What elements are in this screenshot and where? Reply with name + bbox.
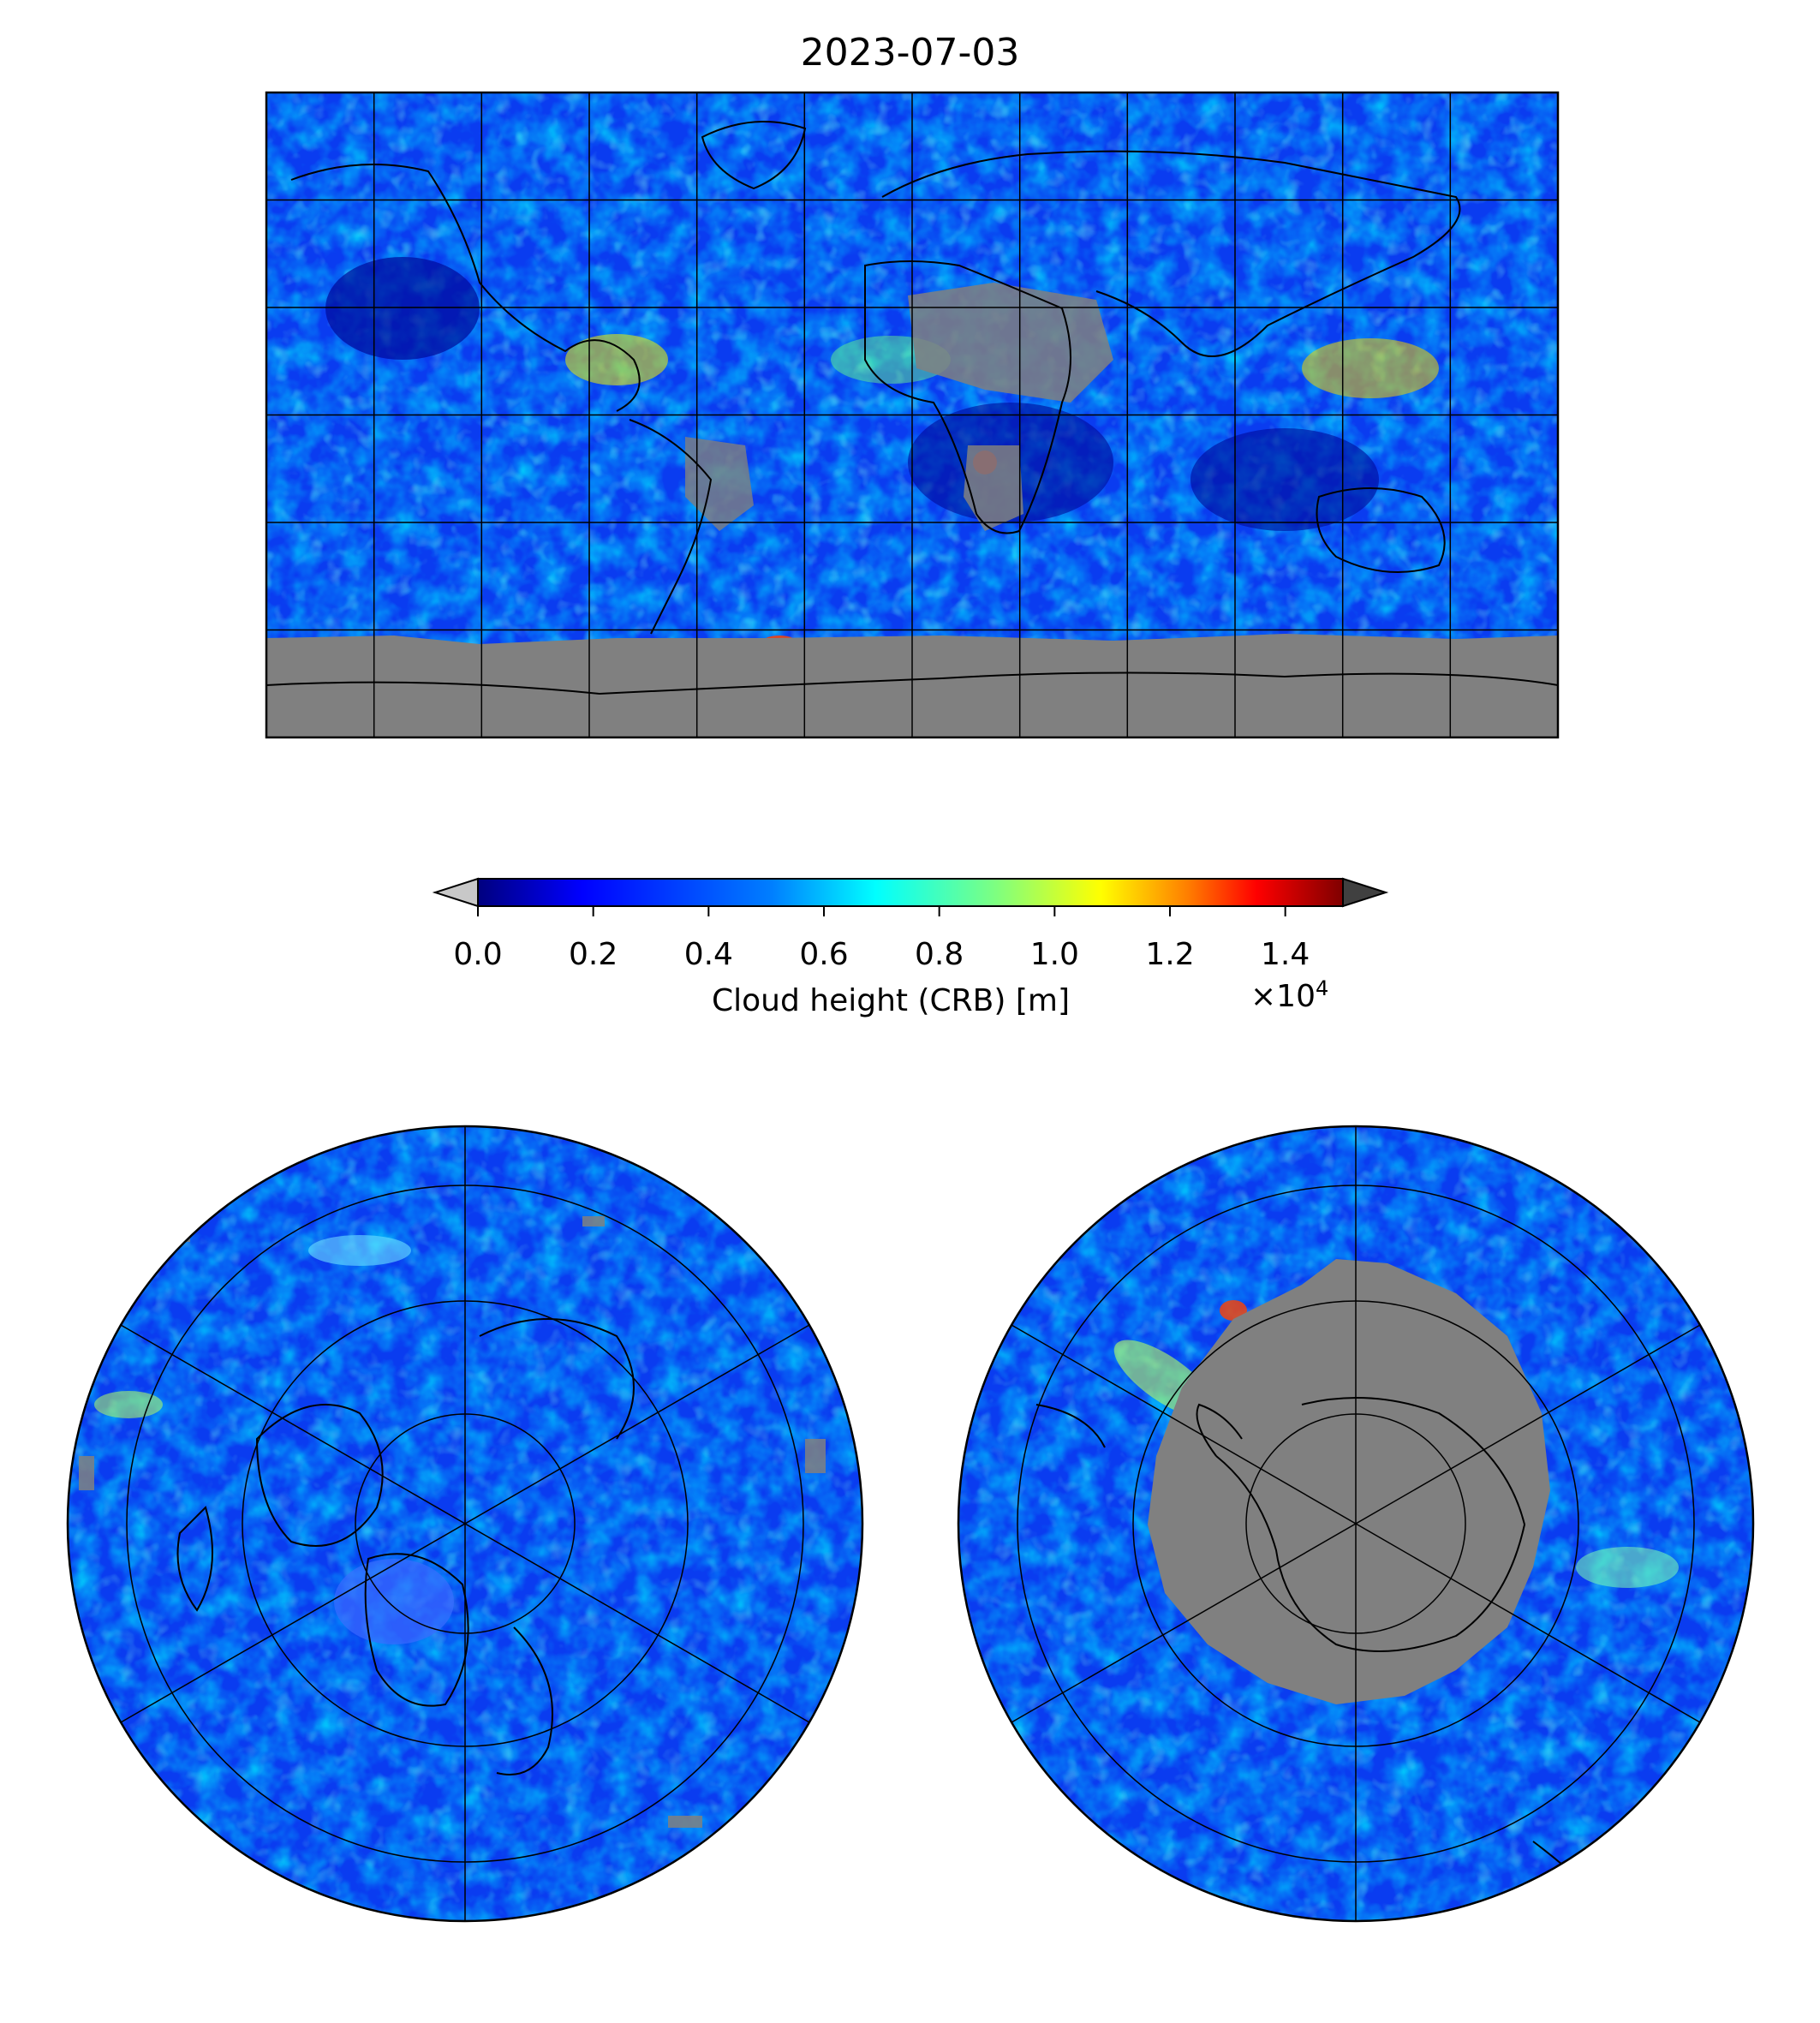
colorbar-tick-label: 1.0 [1029,937,1079,972]
colorbar-frame [477,878,1344,907]
north-polar-coastlines [176,1318,635,1775]
colorbar-gradient [478,879,1343,906]
colorbar-label: Cloud height (CRB) [m] [711,983,1070,1018]
south-polar-graticule [1011,1126,1701,1921]
north-polar-missing-data [79,1216,826,1828]
north-polar-greenland [334,1559,454,1644]
global-map-missing-data [964,445,1023,531]
south-polar-cloud-streak [1576,1547,1679,1588]
colorbar-tick-label: 0.4 [683,937,733,972]
colorbar-tick-label: 0.2 [569,937,618,972]
colorbar-over-extension [1342,877,1389,908]
colorbar-multiplier-exponent: 4 [1315,976,1329,1000]
figure-title: 2023-07-03 [800,31,1020,75]
colorbar-ticks [477,906,1286,916]
south-polar-missing-data-antarctica [1148,1259,1550,1704]
global-map-missing-data [908,283,1113,403]
global-map-missing-data [685,437,754,531]
colorbar-tick-label: 0.0 [453,937,503,972]
colorbar-under-extension [432,877,479,908]
south-polar-map [958,1126,1753,1921]
global-map-coastlines [266,121,1558,695]
colorbar-tick-label: 0.6 [799,937,849,972]
colorbar [432,877,1389,916]
global-map-high-cloud-region [565,334,668,385]
north-polar-frame [66,1125,864,1923]
north-polar-cloud-streak [308,1235,411,1266]
colorbar-multiplier: ×104 [1250,976,1328,1014]
global-map-frame [265,91,1560,739]
colorbar-tick-label: 1.4 [1261,937,1310,972]
global-map-high-cloud-region [1302,338,1439,398]
colorbar-tick-label: 1.2 [1145,937,1195,972]
north-polar-graticule [120,1126,810,1921]
south-polar-frame [957,1125,1755,1923]
global-map-low-cloud-region [1190,428,1379,531]
colorbar-tick-label: 0.8 [915,937,964,972]
global-map-graticule [266,92,1558,737]
colorbar-multiplier-base: ×10 [1250,979,1316,1014]
global-map-low-cloud-region [325,257,480,360]
